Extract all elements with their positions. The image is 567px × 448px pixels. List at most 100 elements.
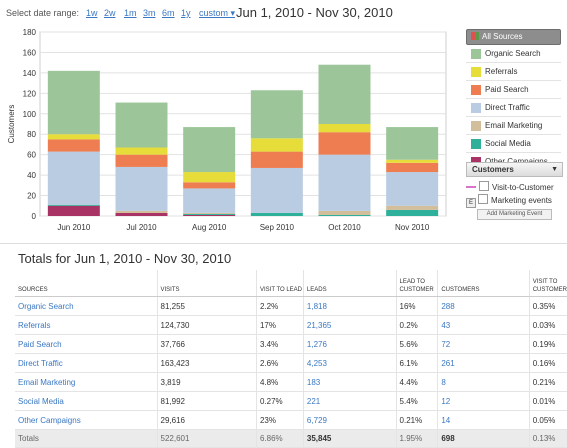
bar-segment — [115, 147, 168, 155]
leads-link[interactable]: 221 — [302, 391, 397, 411]
visit-to-lead-cell: 2.2% — [255, 296, 304, 316]
legend-label: Referrals — [485, 67, 518, 76]
legend-item-paid-search[interactable]: Paid Search — [466, 82, 561, 99]
section-divider — [0, 243, 567, 244]
all-sources-label: All Sources — [482, 32, 523, 41]
bar-segment — [115, 212, 168, 216]
legend-item-social-media[interactable]: Social Media — [466, 136, 561, 153]
leads-link[interactable]: 1,276 — [302, 334, 397, 354]
visit-to-lead-cell: 3.4% — [255, 334, 304, 354]
metric-select[interactable]: Customers ▼ — [466, 162, 563, 177]
col-header-sources[interactable]: SOURCES — [15, 270, 157, 297]
marketing-events-checkbox[interactable] — [478, 194, 488, 204]
leads-link[interactable]: 183 — [302, 372, 397, 392]
legend-label: Other Campaigns — [485, 154, 548, 170]
visits-cell: 37,766 — [156, 334, 257, 354]
source-link[interactable]: Social Media — [15, 391, 157, 411]
source-link[interactable]: Organic Search — [15, 296, 157, 316]
legend-item-referrals[interactable]: Referrals — [466, 64, 561, 81]
bar-segment — [318, 64, 371, 124]
customers-link[interactable]: 288 — [437, 296, 530, 316]
customers-link[interactable]: 12 — [437, 391, 530, 411]
source-link[interactable]: Other Campaigns — [15, 410, 157, 430]
x-tick-label: Aug 2010 — [192, 223, 227, 232]
customers-link[interactable]: 8 — [437, 372, 530, 392]
legend-label: Email Marketing — [485, 121, 543, 130]
source-link[interactable]: Direct Traffic — [15, 353, 157, 373]
legend-label: Direct Traffic — [485, 103, 530, 112]
table-row: Paid Search 37,766 3.4% 1,276 5.6% 72 0.… — [15, 334, 567, 354]
legend-item-direct-traffic[interactable]: Direct Traffic — [466, 100, 561, 117]
source-legend: All Sources Organic Search Referrals Pai… — [466, 29, 561, 171]
visit-to-customer-cell: 0.01% — [528, 391, 567, 411]
col-header-visits[interactable]: VISITS — [156, 270, 257, 297]
col-header-lead-to-customer[interactable]: LEAD TO CUSTOMER — [395, 270, 438, 297]
col-header-visit-to-customer[interactable]: VISIT TO CUSTOMER — [528, 270, 567, 297]
bar-segment — [318, 214, 371, 216]
visit-to-customer-cell: 0.35% — [528, 296, 567, 316]
bar-segment — [183, 212, 236, 214]
bar-segment — [115, 210, 168, 213]
range-6m-link[interactable]: 6m — [162, 8, 175, 18]
bar-segment — [250, 212, 303, 216]
visits-cell: 3,819 — [156, 372, 257, 392]
visits-cell: 163,423 — [156, 353, 257, 373]
range-1y-link[interactable]: 1y — [181, 8, 191, 18]
legend-swatch — [471, 85, 481, 95]
visits-cell: 81,255 — [156, 296, 257, 316]
bar-segment — [250, 151, 303, 168]
col-header-visit-to-lead[interactable]: VISIT TO LEAD — [255, 270, 304, 297]
table-row: Organic Search 81,255 2.2% 1,818 16% 288… — [15, 296, 567, 316]
x-tick-label: Oct 2010 — [328, 223, 361, 232]
y-tick-label: 0 — [32, 212, 37, 221]
legend-swatch — [471, 67, 481, 77]
bar-segment — [115, 166, 168, 211]
col-header-leads[interactable]: LEADS — [302, 270, 397, 297]
table-header-row: SOURCES VISITS VISIT TO LEAD LEADS LEAD … — [15, 270, 567, 297]
x-tick-label: Nov 2010 — [395, 223, 430, 232]
leads-link[interactable]: 1,818 — [302, 296, 397, 316]
y-tick-label: 160 — [23, 48, 37, 57]
visit-to-lead-cell: 17% — [255, 315, 304, 335]
bar-segment — [47, 139, 100, 152]
bar-segment — [47, 204, 100, 206]
range-1w-link[interactable]: 1w — [86, 8, 98, 18]
range-custom-dropdown[interactable]: custom ▾ — [199, 8, 236, 18]
lead-to-customer-cell: 4.4% — [395, 372, 438, 392]
customers-link[interactable]: 43 — [437, 315, 530, 335]
range-2w-link[interactable]: 2w — [104, 8, 116, 18]
source-link[interactable]: Paid Search — [15, 334, 157, 354]
bar-segment — [183, 214, 236, 216]
visit-to-lead-cell: 0.27% — [255, 391, 304, 411]
leads-link[interactable]: 21,365 — [302, 315, 397, 335]
range-3m-link[interactable]: 3m — [143, 8, 156, 18]
legend-label: Paid Search — [485, 85, 529, 94]
visit-to-customer-option: Visit-to-Customer — [466, 181, 554, 192]
bar-segment — [183, 127, 236, 173]
col-header-customers[interactable]: CUSTOMERS — [437, 270, 530, 297]
all-sources-button[interactable]: All Sources — [466, 29, 561, 45]
x-tick-label: Jun 2010 — [57, 223, 90, 232]
legend-item-organic-search[interactable]: Organic Search — [466, 46, 561, 63]
leads-link[interactable]: 6,729 — [302, 410, 397, 430]
bar-segment — [47, 70, 100, 135]
metric-select-value: Customers — [472, 165, 514, 174]
source-link[interactable]: Referrals — [15, 315, 157, 335]
visit-to-lead-cell: 23% — [255, 410, 304, 430]
add-marketing-event-button[interactable]: Add Marketing Event — [477, 209, 552, 220]
customers-link[interactable]: 14 — [437, 410, 530, 430]
bar-segment — [386, 172, 439, 206]
bar-segment — [47, 151, 100, 205]
source-link[interactable]: Email Marketing — [15, 372, 157, 392]
legend-label: Organic Search — [485, 49, 541, 58]
range-1m-link[interactable]: 1m — [124, 8, 137, 18]
legend-item-email-marketing[interactable]: Email Marketing — [466, 118, 561, 135]
totals-table: SOURCES VISITS VISIT TO LEAD LEADS LEAD … — [15, 270, 567, 448]
visits-cell: 29,616 — [156, 410, 257, 430]
visit-to-customer-checkbox[interactable] — [479, 181, 489, 191]
bar-segment — [183, 188, 236, 213]
customers-link[interactable]: 72 — [437, 334, 530, 354]
customers-link[interactable]: 261 — [437, 353, 530, 373]
leads-link[interactable]: 4,253 — [302, 353, 397, 373]
y-tick-label: 80 — [27, 130, 36, 139]
